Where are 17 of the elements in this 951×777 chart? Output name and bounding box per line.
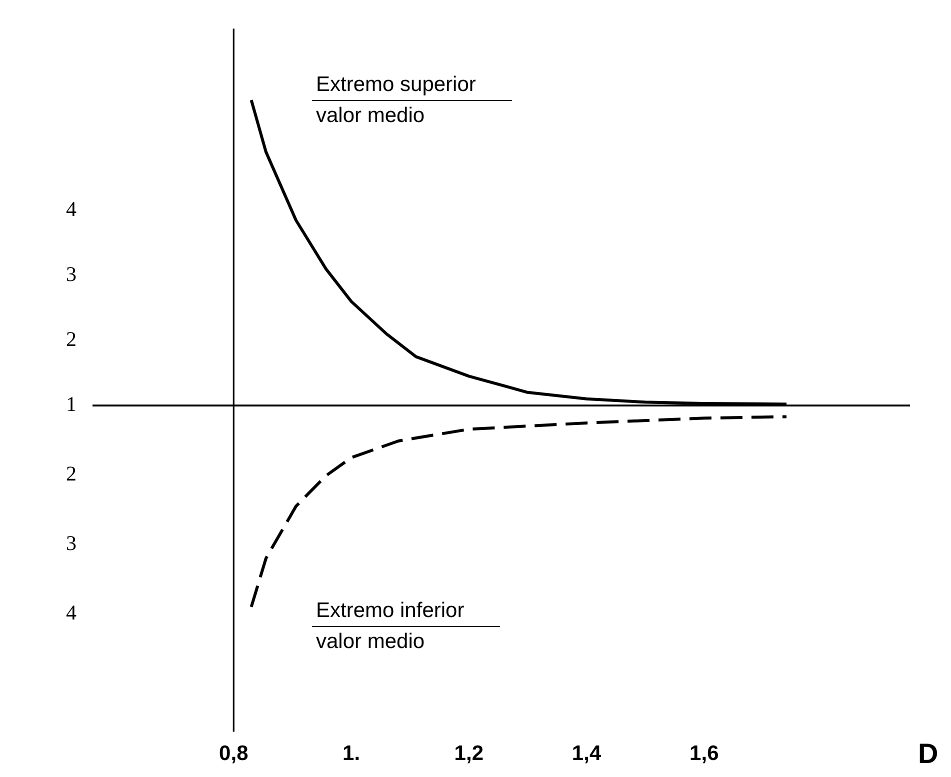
y-tick-label: 4 [66, 197, 77, 222]
x-tick-label: 1,4 [572, 742, 602, 766]
y-tick-label: 1 [66, 392, 76, 416]
y-tick-label: 3 [66, 530, 76, 555]
annotation: valor medio [315, 629, 426, 655]
x-tick-label: 1,2 [454, 742, 484, 766]
x-tick-label: 1,6 [690, 742, 719, 766]
annotation: Extremo superior [312, 72, 512, 101]
annotation: valor medio [315, 103, 426, 129]
x-tick-label: 1. [342, 742, 360, 766]
y-tick-label: 2 [66, 326, 76, 351]
x-axis-title: D [918, 738, 938, 770]
y-tick-label: 2 [66, 462, 76, 486]
y-tick-label: 3 [66, 262, 76, 286]
annotation: Extremo inferior [312, 598, 500, 627]
y-tick-label: 4 [66, 600, 77, 624]
x-tick-label: 0,8 [219, 742, 249, 766]
